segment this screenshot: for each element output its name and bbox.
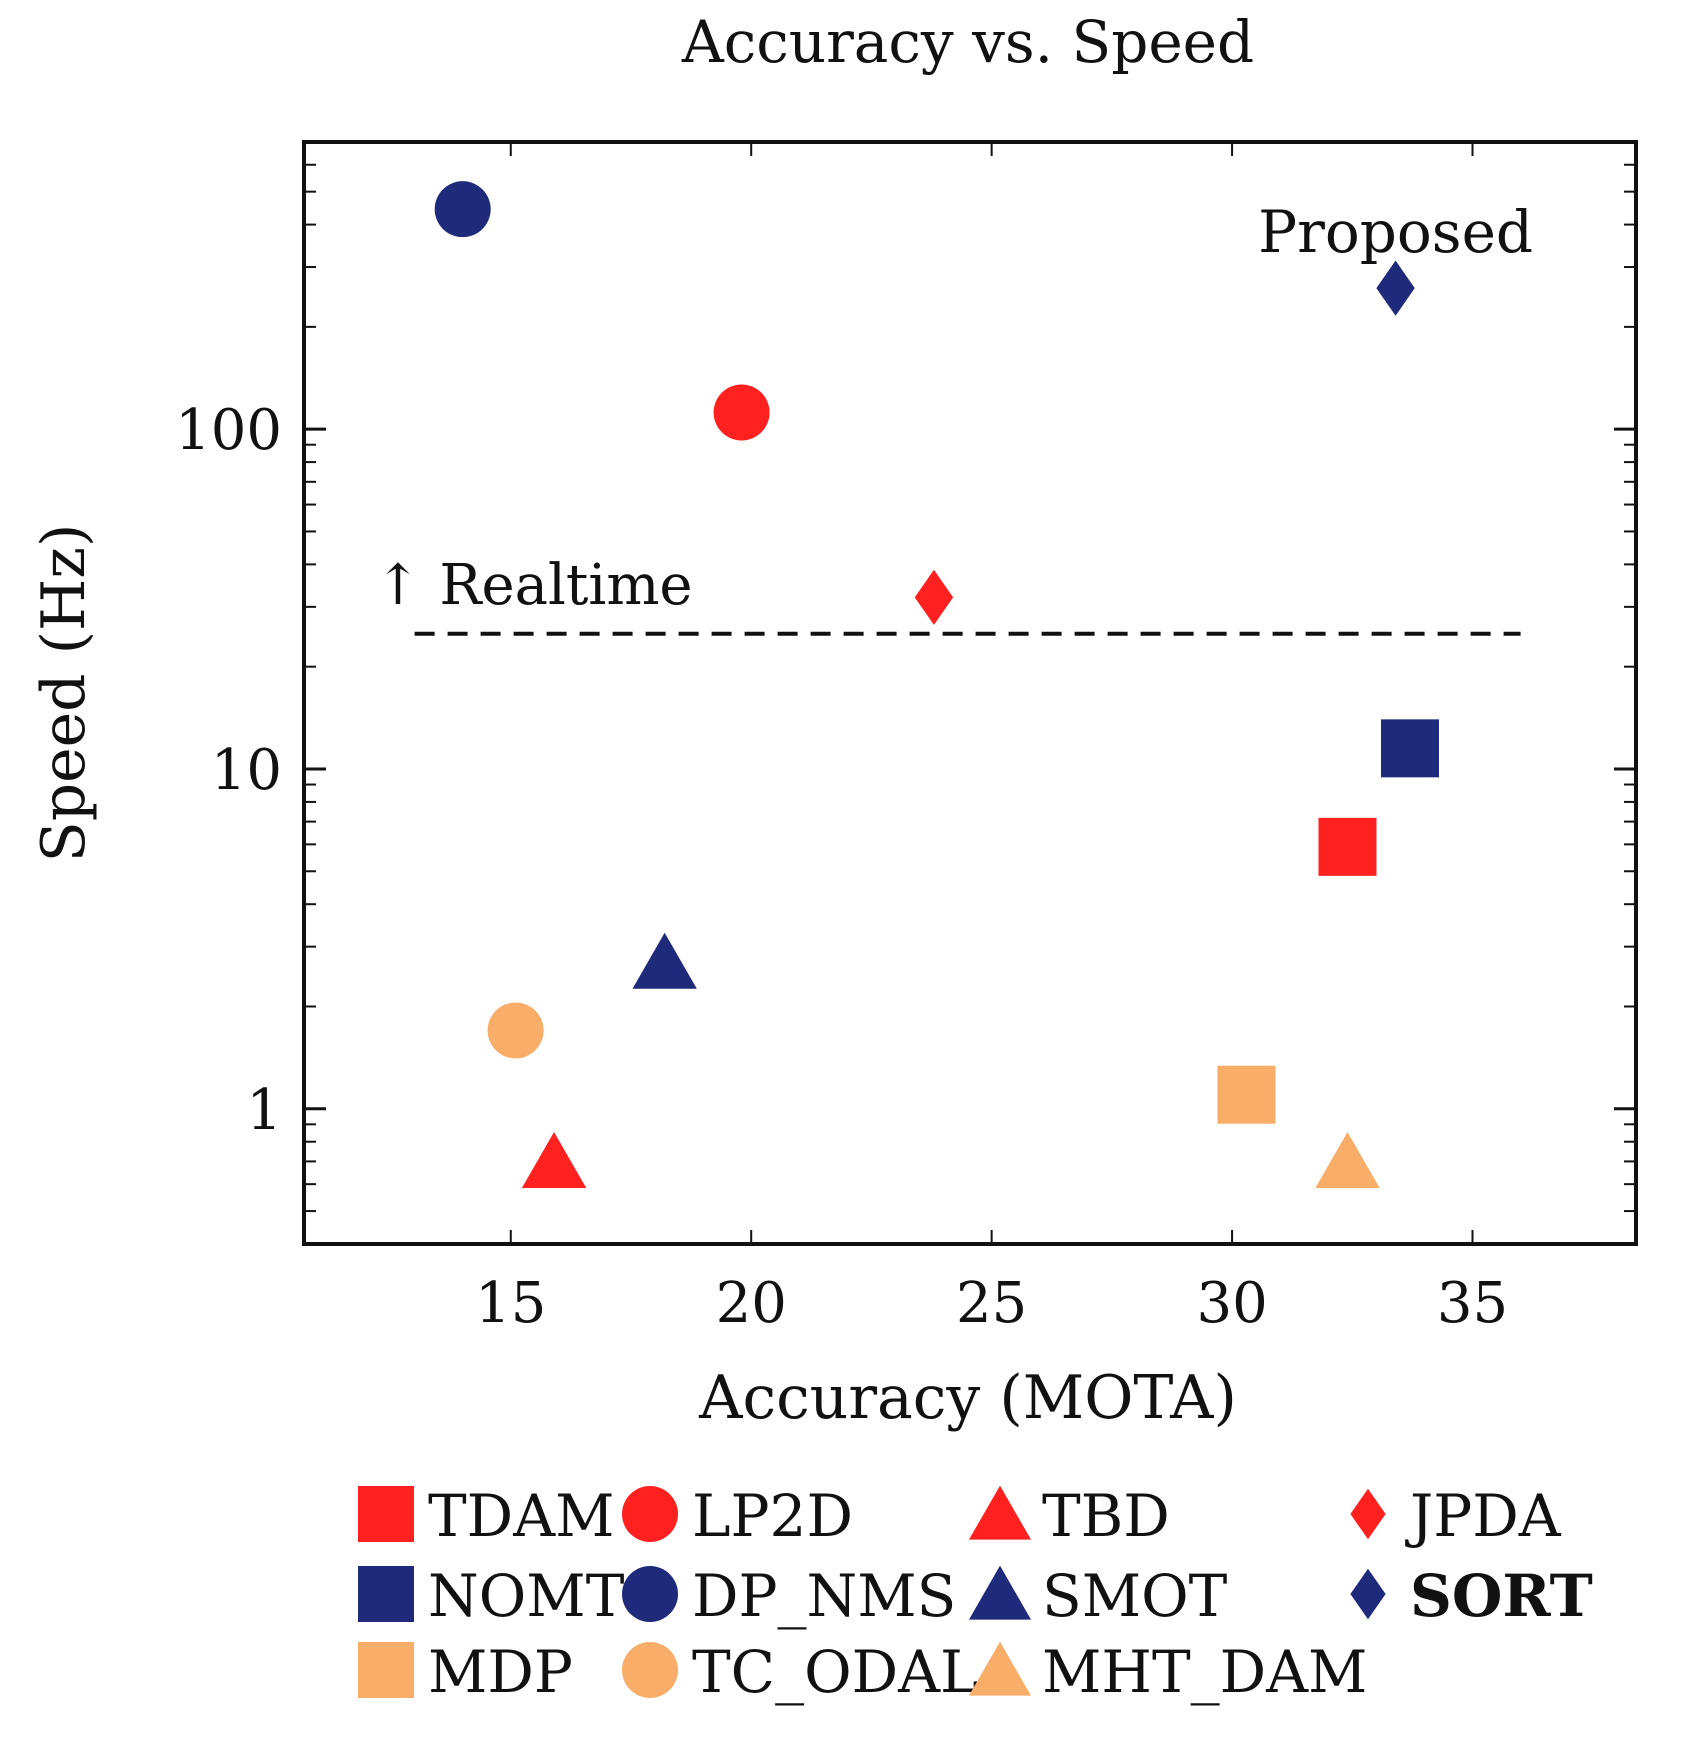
data-points	[434, 181, 1439, 1189]
point-dp-nms	[434, 181, 491, 238]
legend-marker-mdp	[358, 1642, 414, 1698]
legend-label: MDP	[428, 1638, 573, 1706]
legend-label: SORT	[1410, 1562, 1593, 1630]
legend-marker-lp2d	[622, 1486, 678, 1542]
point-smot	[632, 932, 697, 989]
point-mht-dam	[1315, 1132, 1380, 1189]
chart-title: Accuracy vs. Speed	[681, 8, 1254, 76]
point-tdam	[1318, 817, 1377, 876]
legend-label: MHT_DAM	[1042, 1638, 1367, 1706]
y-axis-label: Speed (Hz)	[29, 524, 99, 863]
legend-marker-dp-nms	[622, 1566, 678, 1622]
point-lp2d	[713, 384, 770, 441]
point-tbd	[521, 1132, 587, 1189]
x-axis-label: Accuracy (MOTA)	[698, 1363, 1237, 1433]
legend: TDAM LP2D TBD JPDA NOMT DP_NMS SMOT SORT MDP TC_O…	[358, 1482, 1593, 1706]
legend-marker-jpda	[1350, 1488, 1386, 1540]
y-tick-label: 1	[246, 1078, 282, 1143]
x-tick-label: 20	[716, 1271, 787, 1336]
plot-area-frame	[302, 140, 1638, 1246]
x-tick-label: 30	[1196, 1271, 1267, 1336]
x-tick-label: 25	[956, 1271, 1027, 1336]
legend-label: SMOT	[1042, 1562, 1228, 1630]
legend-marker-nomt	[358, 1566, 414, 1622]
legend-marker-smot	[968, 1565, 1032, 1620]
x-tick-label: 15	[475, 1271, 546, 1336]
legend-marker-tc-odal	[622, 1642, 678, 1698]
legend-marker-tbd	[968, 1485, 1032, 1540]
realtime-label: ↑ Realtime	[375, 553, 693, 618]
x-axis-ticks: 15 20 25 30 35	[475, 142, 1508, 1336]
point-tc-odal	[487, 1002, 544, 1059]
point-mdp	[1217, 1065, 1276, 1124]
y-axis-ticks: 1 10 100	[175, 141, 1636, 1245]
y-tick-label: 100	[175, 398, 282, 463]
legend-label: JPDA	[1405, 1482, 1562, 1550]
point-jpda	[914, 569, 954, 625]
legend-marker-mht-dam	[968, 1641, 1032, 1696]
legend-label: NOMT	[428, 1562, 625, 1630]
y-tick-label: 10	[211, 738, 282, 803]
x-tick-label: 35	[1437, 1271, 1508, 1336]
legend-marker-sort	[1350, 1568, 1386, 1620]
point-sort	[1376, 260, 1415, 316]
legend-label: TBD	[1042, 1482, 1170, 1550]
proposed-annotation: Proposed	[1258, 198, 1533, 266]
legend-label: TDAM	[428, 1482, 614, 1550]
legend-label: DP_NMS	[692, 1562, 956, 1630]
point-nomt	[1380, 719, 1439, 778]
legend-marker-tdam	[358, 1486, 414, 1542]
legend-label: LP2D	[692, 1482, 853, 1550]
legend-label: TC_ODAL	[692, 1638, 979, 1706]
